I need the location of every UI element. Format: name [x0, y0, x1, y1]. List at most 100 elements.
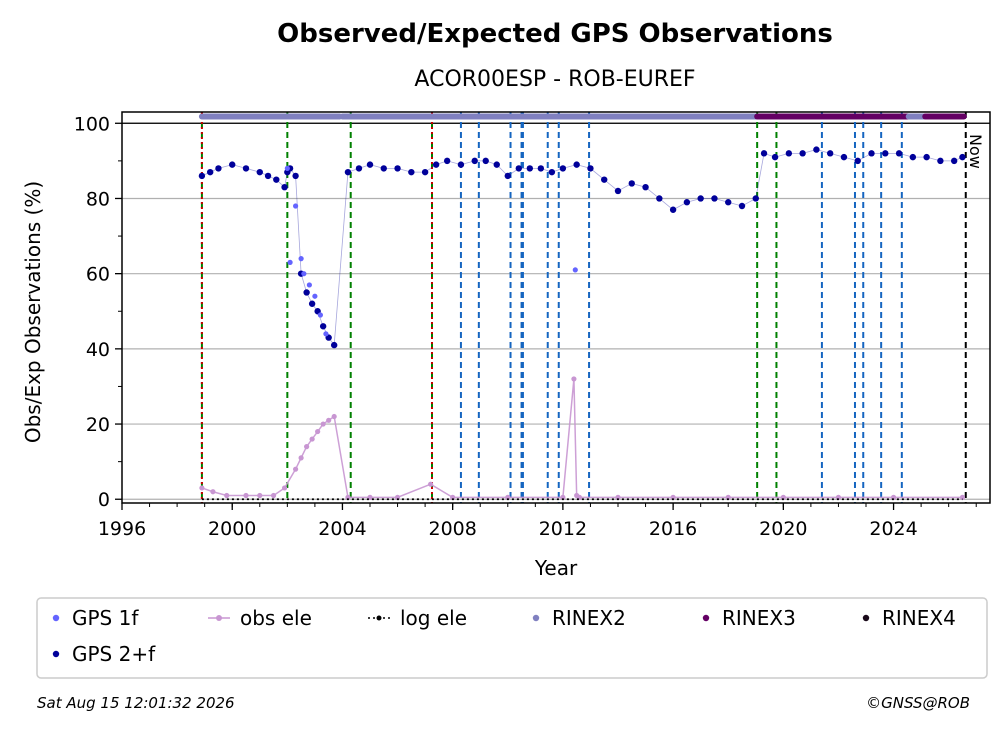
data-point-obs-ele: [428, 481, 434, 487]
legend-label-gps-2-f: GPS 2+f: [72, 642, 156, 666]
data-point-gps-1f: [284, 165, 290, 171]
data-point-gps-2-f: [515, 165, 522, 172]
data-point-obs-ele: [257, 492, 263, 499]
plot-frame: [121, 111, 991, 504]
grid-lines: [122, 122, 990, 500]
chart-subtitle: ACOR00ESP - ROB-EUREF: [414, 67, 695, 92]
data-point-gps-2-f: [683, 199, 691, 206]
data-point-gps-2-f: [394, 165, 401, 172]
legend-marker-rinex4: [862, 614, 870, 622]
data-point-gps-2-f: [292, 172, 299, 180]
y-tick-label: 60: [86, 264, 110, 286]
data-point-gps-2-f: [264, 172, 272, 180]
data-point-obs-ele: [505, 494, 511, 500]
data-point-gps-2-f: [959, 153, 966, 161]
data-point-gps-2-f: [826, 150, 834, 157]
data-point-gps-1f: [301, 271, 307, 277]
data-point-gps-2-f: [854, 157, 861, 165]
data-point-gps-2-f: [656, 195, 663, 202]
plot-area: Now: [198, 112, 985, 503]
data-point-gps-2-f: [471, 157, 478, 165]
data-point-gps-2-f: [573, 161, 580, 168]
data-point-gps-1f: [572, 267, 578, 273]
legend-label-rinex4: RINEX4: [882, 606, 956, 630]
legend-box: [36, 597, 988, 679]
data-point-gps-2-f: [559, 165, 567, 172]
data-point-gps-2-f: [840, 153, 848, 161]
data-point-gps-2-f: [923, 153, 930, 161]
legend-marker-rinex2: [532, 614, 540, 622]
data-point-obs-ele: [670, 494, 676, 500]
data-point-gps-2-f: [256, 168, 263, 176]
legend-label-rinex2: RINEX2: [552, 606, 626, 630]
data-point-obs-ele: [331, 413, 337, 420]
data-point-obs-ele: [224, 492, 230, 499]
y-axis-label: Obs/Exp Observations (%): [21, 181, 45, 443]
data-point-gps-2-f: [319, 323, 327, 330]
footer-credit: ©GNSS@ROB: [866, 694, 970, 712]
now-label: Now: [966, 134, 985, 169]
y-tick-label: 20: [86, 414, 110, 436]
x-tick-label: 2000: [208, 518, 256, 540]
data-point-gps-1f: [298, 256, 304, 262]
axes: 0 20 40 60 80 100 1996 2000 2004 2008 2012 2016 2020…: [74, 111, 991, 540]
data-point-obs-ele: [450, 494, 456, 500]
data-point-obs-ele: [298, 455, 304, 461]
legend-marker-obs-ele: [216, 615, 222, 621]
data-point-gps-1f: [306, 282, 312, 288]
x-tick-label: 2024: [869, 518, 917, 540]
x-tick-label: 2016: [649, 518, 697, 540]
x-tick-label: 2020: [759, 518, 807, 540]
data-point-gps-2-f: [669, 206, 677, 213]
data-point-gps-2-f: [229, 161, 236, 168]
data-point-gps-2-f: [198, 172, 206, 180]
data-point-gps-2-f: [760, 150, 768, 157]
data-point-gps-2-f: [366, 161, 374, 168]
data-point-gps-2-f: [738, 202, 746, 210]
legend-marker-gps-2-f: [52, 650, 60, 658]
data-point-gps-2-f: [408, 168, 415, 176]
data-point-gps-2-f: [303, 289, 310, 296]
data-point-gps-1f: [287, 259, 293, 265]
data-point-obs-ele: [281, 485, 288, 491]
data-point-gps-2-f: [895, 150, 903, 157]
data-point-gps-2-f: [482, 157, 489, 165]
data-point-gps-2-f: [526, 165, 534, 172]
data-point-obs-ele: [560, 494, 566, 500]
data-point-gps-1f: [323, 331, 329, 337]
data-point-gps-2-f: [421, 168, 429, 176]
data-point-gps-2-f: [281, 183, 288, 191]
data-point-gps-2-f: [308, 300, 316, 307]
data-point-gps-2-f: [330, 341, 338, 349]
data-point-gps-2-f: [697, 195, 704, 202]
legend-label-obs-ele: obs ele: [240, 606, 312, 630]
data-point-obs-ele: [320, 421, 326, 427]
data-point-gps-2-f: [344, 168, 352, 176]
data-point-gps-2-f: [380, 165, 387, 172]
data-point-gps-2-f: [242, 165, 250, 172]
data-point-gps-2-f: [457, 161, 465, 168]
x-tick-label: 2004: [318, 518, 366, 540]
data-point-gps-2-f: [771, 153, 779, 161]
y-tick-label: 80: [86, 188, 110, 210]
legend-marker-log-ele: [376, 615, 382, 621]
legend-label-gps-1f: GPS 1f: [72, 606, 139, 630]
x-tick-label: 2008: [428, 518, 476, 540]
data-point-obs-ele: [270, 492, 277, 499]
data-point-obs-ele: [315, 428, 321, 435]
series-line-gps-2-f: [201, 149, 963, 347]
data-point-obs-ele: [309, 436, 315, 442]
data-point-gps-2-f: [882, 150, 889, 157]
data-point-gps-1f: [317, 312, 323, 318]
data-point-gps-2-f: [725, 199, 732, 206]
data-point-gps-2-f: [537, 165, 545, 172]
legend-label-log-ele: log ele: [400, 606, 467, 630]
legend-marker-rinex3: [702, 614, 710, 622]
data-point-gps-2-f: [785, 150, 793, 157]
chart-title: Observed/Expected GPS Observations: [277, 19, 833, 49]
data-point-gps-2-f: [909, 153, 917, 161]
x-tick-label: 2012: [539, 518, 587, 540]
data-point-gps-2-f: [273, 176, 280, 183]
data-point-gps-2-f: [799, 150, 806, 157]
